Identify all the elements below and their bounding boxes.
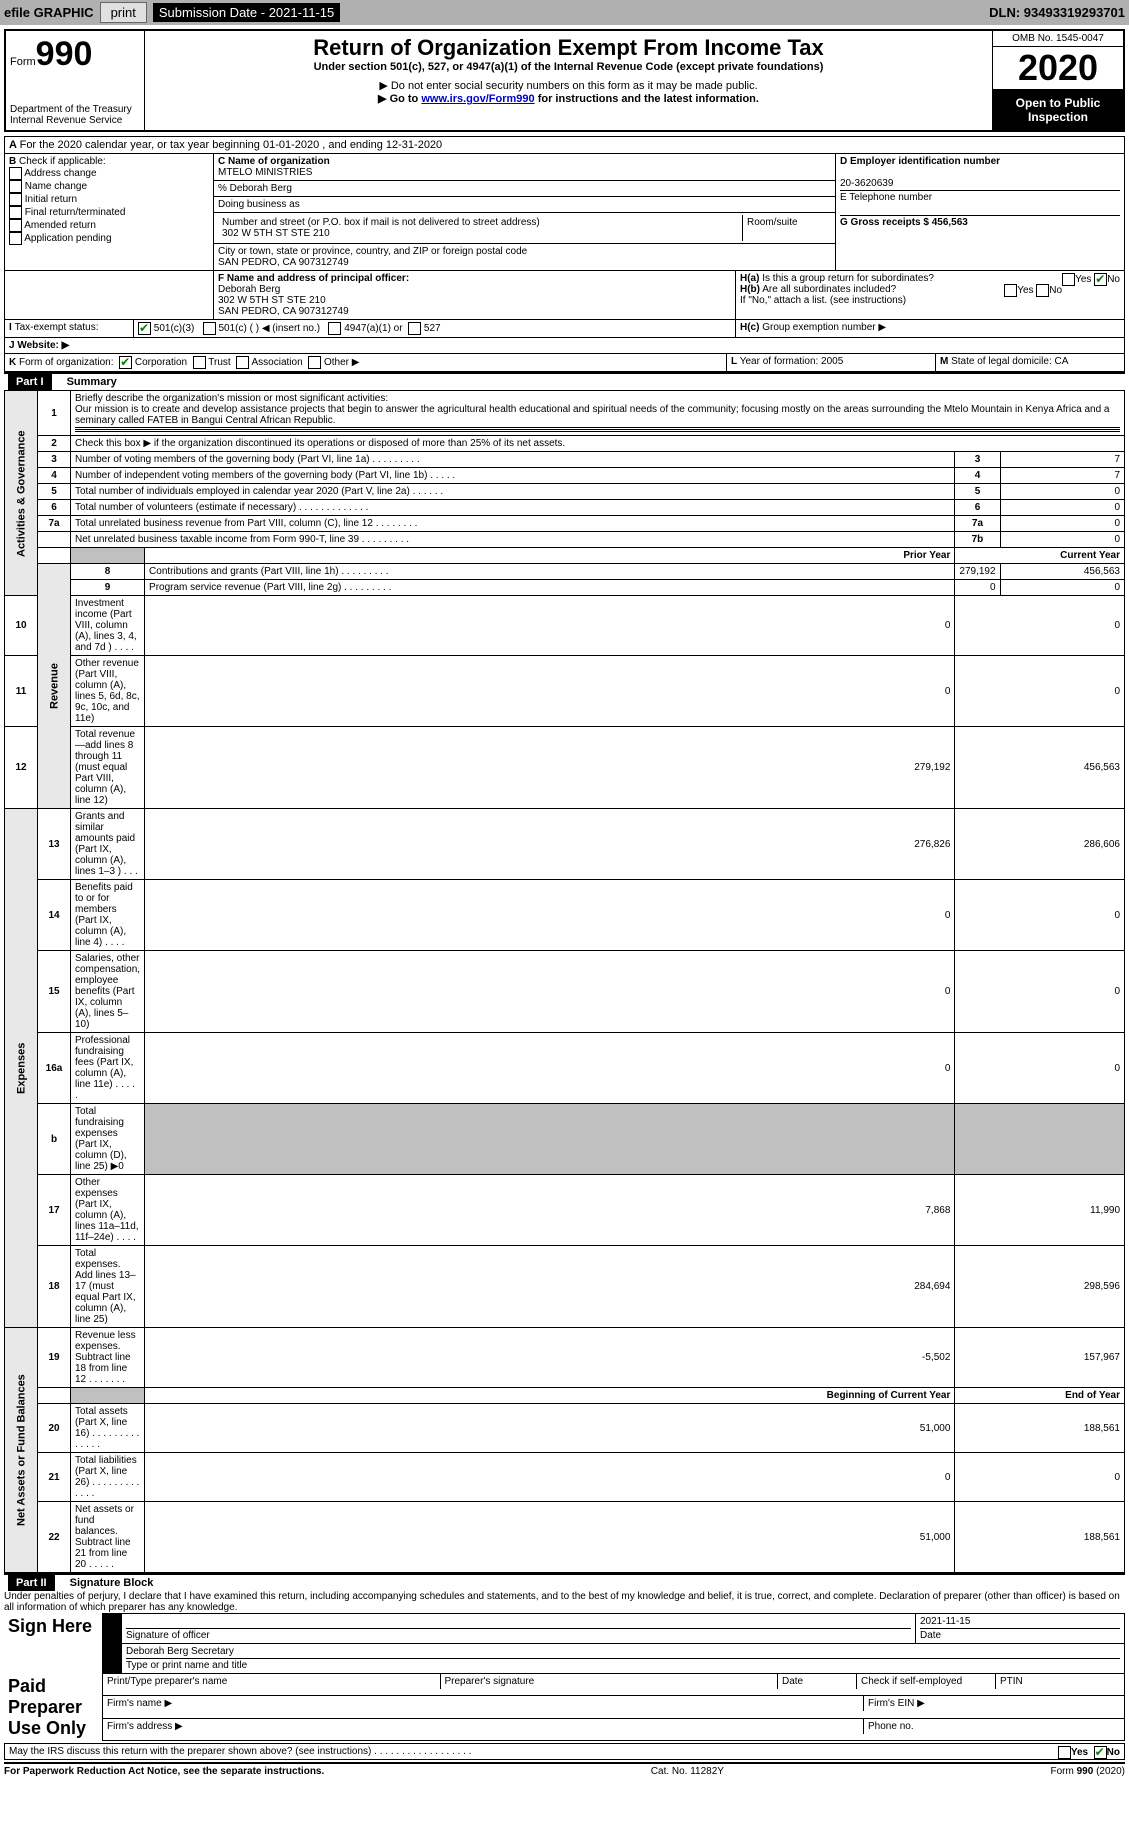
room-suite: Room/suite [743, 215, 831, 241]
side-expenses: Expenses [5, 809, 38, 1328]
open-inspection: Open to Public Inspection [993, 90, 1123, 130]
ein: 20-3620639 [840, 178, 893, 189]
form-org-row: K Form of organization: Corporation Trus… [4, 354, 1125, 372]
section-b: B Check if applicable: Address change Na… [5, 154, 214, 270]
mission: Our mission is to create and develop ass… [75, 404, 1109, 426]
section-a: A For the 2020 calendar year, or tax yea… [4, 136, 1125, 154]
tax-status-row: I Tax-exempt status: 501(c)(3) 501(c) ( … [4, 320, 1125, 338]
efile-label: efile GRAPHIC [4, 5, 94, 20]
goto-line: ▶ Go to www.irs.gov/Form990 for instruct… [149, 92, 988, 105]
side-revenue: Revenue [38, 564, 71, 809]
ssn-warning: ▶ Do not enter social security numbers o… [149, 79, 988, 92]
omb-number: OMB No. 1545-0047 [993, 31, 1123, 47]
form-label: Form990 [10, 56, 92, 68]
form-title: Return of Organization Exempt From Incom… [149, 35, 988, 61]
print-button[interactable]: print [100, 2, 147, 23]
discuss-row: May the IRS discuss this return with the… [4, 1743, 1125, 1760]
gross-receipts: G Gross receipts $ 456,563 [840, 217, 968, 228]
dba: Doing business as [214, 197, 835, 213]
care-of: % Deborah Berg [214, 181, 835, 197]
part2-header: Part II Signature Block [4, 1573, 1125, 1591]
sig-date: 2021-11-15 [920, 1616, 970, 1627]
dln: DLN: 93493319293701 [989, 5, 1125, 20]
irs-link[interactable]: www.irs.gov/Form990 [421, 93, 534, 105]
top-toolbar: efile GRAPHIC print Submission Date - 20… [0, 0, 1129, 25]
entity-block: B Check if applicable: Address change Na… [4, 154, 1125, 271]
street-address: 302 W 5TH ST STE 210 [222, 228, 330, 239]
declaration: Under penalties of perjury, I declare th… [4, 1591, 1125, 1613]
org-name: MTELO MINISTRIES [218, 167, 312, 178]
side-governance: Activities & Governance [5, 391, 38, 596]
tax-year: 2020 [993, 47, 1123, 90]
part1-header: Part I Summary [4, 372, 1125, 390]
website-row: J Website: ▶ [4, 338, 1125, 354]
side-netassets: Net Assets or Fund Balances [5, 1328, 38, 1573]
submission-date: Submission Date - 2021-11-15 [153, 3, 340, 22]
section-c: C Name of organizationMTELO MINISTRIES %… [214, 154, 836, 270]
footer: For Paperwork Reduction Act Notice, see … [4, 1762, 1125, 1777]
telephone-label: E Telephone number [840, 192, 932, 203]
officer-h-block: F Name and address of principal officer:… [4, 271, 1125, 320]
paid-preparer: Paid Preparer Use Only [4, 1674, 103, 1741]
officer-name-title: Deborah Berg Secretary [126, 1646, 234, 1657]
officer-name: Deborah Berg [218, 284, 280, 295]
form-subtitle: Under section 501(c), 527, or 4947(a)(1)… [149, 61, 988, 73]
signature-block: Sign Here Signature of officer 2021-11-1… [4, 1613, 1125, 1741]
dept-treasury: Department of the Treasury Internal Reve… [10, 104, 140, 126]
sign-here: Sign Here [4, 1614, 103, 1674]
summary-table: Activities & Governance 1Briefly describ… [4, 390, 1125, 1573]
city-state-zip: SAN PEDRO, CA 907312749 [218, 257, 349, 268]
form-header: Form990 Department of the Treasury Inter… [4, 29, 1125, 132]
